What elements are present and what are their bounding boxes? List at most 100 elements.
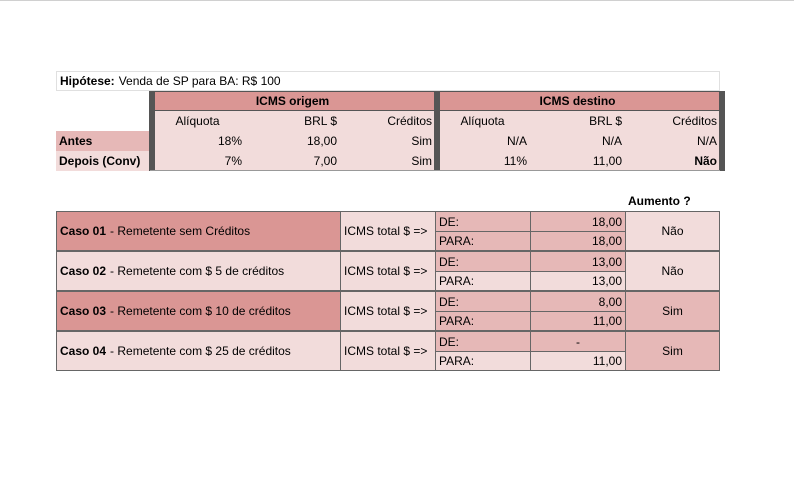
cell-text: Não — [694, 154, 717, 168]
de-label: DE: — [435, 331, 531, 352]
cell-text: ICMS total $ => — [344, 344, 428, 358]
value-cell: 11,00 — [530, 151, 625, 171]
cell-text: PARA: — [439, 354, 475, 368]
cell-text: ICMS origem — [255, 94, 330, 108]
divider — [434, 91, 440, 171]
case-label: Caso 01- Remetente sem Créditos — [56, 211, 341, 251]
de-value: - — [530, 331, 626, 352]
cell-text: Alíquota — [175, 114, 220, 128]
cell-text: ICMS total $ => — [344, 304, 428, 318]
cell-text: Sim — [411, 134, 432, 148]
cell-text: DE: — [439, 334, 460, 349]
cell-text: 7% — [224, 154, 242, 168]
case-description: - Remetente com $ 10 de créditos — [110, 304, 291, 318]
cell-text: 18% — [217, 134, 242, 148]
value-cell: Não — [625, 151, 720, 171]
cell-text: ICMS total $ => — [344, 224, 428, 238]
cell-text: 18,00 — [306, 134, 337, 148]
cell-text: BRL $ — [304, 114, 337, 128]
cell-text: Sim — [411, 154, 432, 168]
divider — [149, 91, 155, 171]
value-cell: 11% — [435, 151, 530, 171]
column-header: BRL $ — [530, 111, 625, 131]
cell-text: DE: — [439, 294, 460, 309]
cell-text: 11,00 — [592, 154, 622, 168]
cell-text: ICMS destino — [539, 94, 616, 108]
result-cell: Sim — [625, 331, 720, 371]
value-cell: Sim — [340, 151, 435, 171]
divider — [719, 91, 725, 171]
cell-text: 13,00 — [591, 274, 622, 288]
case-description: - Remetente sem Créditos — [110, 224, 251, 238]
value-cell: N/A — [530, 131, 625, 151]
cell-text: BRL $ — [589, 114, 622, 128]
total-label: ICMS total $ => — [340, 211, 436, 251]
de-value: 13,00 — [530, 251, 626, 272]
case-label: Caso 02- Remetente com $ 5 de créditos — [56, 251, 341, 291]
value-cell: 18,00 — [245, 131, 340, 151]
para-value: 11,00 — [530, 351, 626, 371]
cell-text: Não — [661, 224, 684, 238]
result-cell: Sim — [625, 291, 720, 331]
de-label: DE: — [435, 291, 531, 312]
hypothesis-label: Hipótese: — [60, 74, 115, 88]
hypothesis-cell: Hipótese: Venda de SP para BA: R$ 100 — [56, 71, 720, 91]
result-cell: Não — [625, 251, 720, 291]
cell-text: 8,00 — [598, 294, 622, 309]
para-value: 18,00 — [530, 231, 626, 251]
cell-text: 7,00 — [313, 154, 337, 168]
cell-text: DE: — [439, 254, 460, 269]
para-value: 11,00 — [530, 311, 626, 331]
de-value: 18,00 — [530, 211, 626, 232]
cell-text: PARA: — [439, 314, 475, 328]
para-label: PARA: — [435, 231, 531, 251]
total-label: ICMS total $ => — [340, 251, 436, 291]
cell-text: Não — [661, 264, 684, 278]
row-label: Depois (Conv) — [56, 151, 150, 171]
cell-text: 11% — [503, 154, 527, 168]
value-cell: 18% — [150, 131, 245, 151]
result-cell: Não — [625, 211, 720, 251]
cell-text: Depois (Conv) — [59, 154, 141, 168]
para-label: PARA: — [435, 351, 531, 371]
value-cell: N/A — [625, 131, 720, 151]
para-value: 13,00 — [530, 271, 626, 291]
hypothesis-text: Venda de SP para BA: R$ 100 — [118, 74, 281, 88]
cell-text: Sim — [662, 344, 683, 358]
cell-text: 18,00 — [591, 234, 622, 248]
case-id: Caso 01 — [60, 224, 107, 238]
case-description: - Remetente com $ 5 de créditos — [110, 264, 285, 278]
cell-text: Aumento ? — [628, 194, 691, 208]
cell-text: PARA: — [439, 274, 475, 288]
cell-text: Sim — [662, 304, 683, 318]
total-label: ICMS total $ => — [340, 331, 436, 371]
case-id: Caso 03 — [60, 304, 107, 318]
result-header: Aumento ? — [625, 191, 720, 211]
row-label: Antes — [56, 131, 150, 151]
cell-text: ICMS total $ => — [344, 264, 428, 278]
cell-text: - — [576, 334, 580, 349]
cell-text: Créditos — [672, 114, 717, 128]
de-label: DE: — [435, 251, 531, 272]
value-cell: 7% — [150, 151, 245, 171]
para-label: PARA: — [435, 311, 531, 331]
cell-text: N/A — [696, 134, 717, 148]
divider — [150, 170, 720, 171]
cell-text: 18,00 — [591, 214, 622, 229]
column-header: Alíquota — [435, 111, 530, 131]
cell-text: Antes — [59, 134, 93, 148]
case-label: Caso 04- Remetente com $ 25 de créditos — [56, 331, 341, 371]
cell-text: N/A — [601, 134, 622, 148]
de-label: DE: — [435, 211, 531, 232]
cell-text: Alíquota — [460, 114, 505, 128]
value-cell: N/A — [435, 131, 530, 151]
column-header: Créditos — [625, 111, 720, 131]
case-description: - Remetente com $ 25 de créditos — [110, 344, 291, 358]
case-id: Caso 04 — [60, 344, 107, 358]
column-header: Alíquota — [150, 111, 245, 131]
case-id: Caso 02 — [60, 264, 107, 278]
cell-text: 11,00 — [592, 314, 622, 328]
de-value: 8,00 — [530, 291, 626, 312]
value-cell: 7,00 — [245, 151, 340, 171]
